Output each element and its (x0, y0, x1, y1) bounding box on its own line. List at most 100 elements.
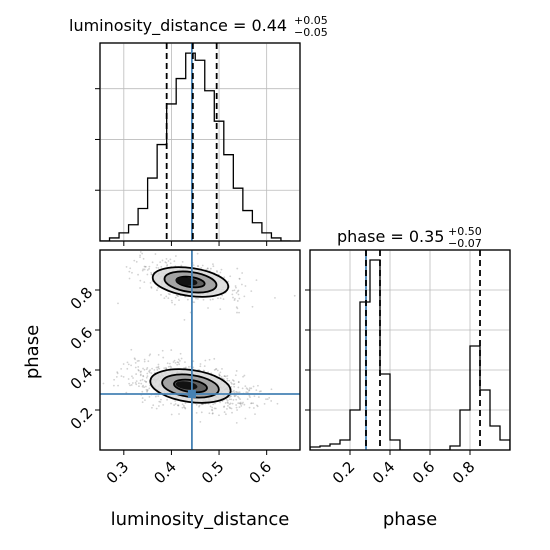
sample-point (235, 370, 238, 372)
sample-point (155, 366, 158, 369)
sample-point (131, 382, 134, 384)
sample-point (255, 389, 258, 392)
sample-point (129, 267, 132, 270)
sample-point (241, 387, 244, 390)
sample-point (223, 375, 226, 378)
sample-point (146, 372, 149, 375)
sample-point (162, 403, 165, 406)
sample-point (141, 252, 144, 255)
sample-point (178, 299, 180, 302)
sample-point (141, 390, 144, 393)
sample-point (184, 402, 187, 405)
sample-point (256, 404, 258, 407)
sample-point (237, 289, 240, 292)
sample-point (213, 407, 216, 410)
sample-point (102, 382, 105, 385)
sample-point (177, 358, 180, 361)
sample-point (219, 271, 222, 274)
sample-point (237, 395, 239, 398)
sample-point (221, 367, 223, 370)
sample-point (219, 297, 222, 300)
sample-point (137, 369, 140, 372)
sample-point (151, 261, 154, 264)
sample-point (171, 301, 173, 304)
sample-point (243, 403, 246, 406)
sample-point (134, 244, 136, 246)
sample-point (235, 421, 238, 424)
sample-point (177, 295, 180, 298)
phase-title-plus: +0.50 (448, 225, 482, 238)
sample-point (232, 380, 235, 382)
sample-point (165, 261, 168, 264)
sample-point (163, 367, 166, 369)
sample-point (241, 272, 244, 274)
sample-point (195, 411, 198, 414)
sample-point (211, 298, 214, 301)
joint-xtick-label-3: 0.6 (246, 458, 276, 488)
sample-point (168, 362, 171, 365)
sample-point (127, 378, 130, 380)
sample-point (231, 293, 234, 296)
sample-point (207, 307, 209, 309)
sample-point (130, 384, 133, 386)
sample-point (239, 402, 242, 405)
sample-point (211, 412, 214, 415)
sample-point (133, 357, 136, 360)
sample-point (166, 263, 169, 266)
sample-point (177, 404, 179, 407)
sample-point (154, 395, 157, 398)
sample-point (235, 286, 237, 289)
sample-point (146, 389, 149, 391)
sample-point (157, 286, 159, 289)
sample-point (136, 360, 139, 362)
sample-point (141, 397, 144, 399)
sample-point (199, 363, 202, 365)
sample-point (233, 391, 236, 394)
sample-point (236, 290, 239, 293)
sample-point (156, 264, 159, 266)
sample-point (239, 401, 242, 404)
sample-point (142, 268, 145, 271)
sample-point (235, 406, 238, 409)
sample-point (202, 369, 205, 372)
sample-point (129, 384, 131, 387)
sample-point (128, 277, 131, 280)
sample-point (166, 264, 168, 267)
sample-point (184, 406, 186, 409)
sample-point (145, 380, 147, 383)
sample-point (180, 264, 183, 267)
sample-point (232, 296, 234, 299)
sample-point (237, 381, 240, 384)
sample-point (192, 264, 195, 267)
sample-point (134, 358, 136, 361)
sample-point (178, 359, 181, 362)
sample-point (240, 405, 243, 407)
sample-point (150, 273, 153, 276)
sample-point (252, 407, 255, 409)
sample-point (250, 402, 253, 405)
sample-point (170, 299, 173, 302)
sample-point (115, 375, 118, 378)
sample-point (230, 381, 232, 384)
sample-point (181, 260, 184, 263)
sample-point (213, 357, 216, 360)
sample-point (159, 401, 162, 403)
sample-point (258, 390, 261, 393)
sample-point (139, 287, 141, 289)
sample-point (139, 251, 142, 253)
sample-point (158, 367, 161, 370)
sample-point (245, 391, 248, 394)
sample-point (174, 296, 177, 299)
sample-point (257, 396, 260, 398)
sample-point (229, 407, 232, 410)
sample-point (250, 290, 253, 293)
sample-point (151, 406, 153, 409)
sample-point (117, 302, 119, 305)
sample-point (235, 398, 238, 401)
phase-title-minus: −0.07 (448, 237, 482, 250)
sample-point (233, 395, 236, 398)
sample-point (231, 379, 234, 381)
sample-point (176, 361, 179, 364)
sample-point (193, 301, 196, 304)
sample-point (227, 280, 230, 283)
